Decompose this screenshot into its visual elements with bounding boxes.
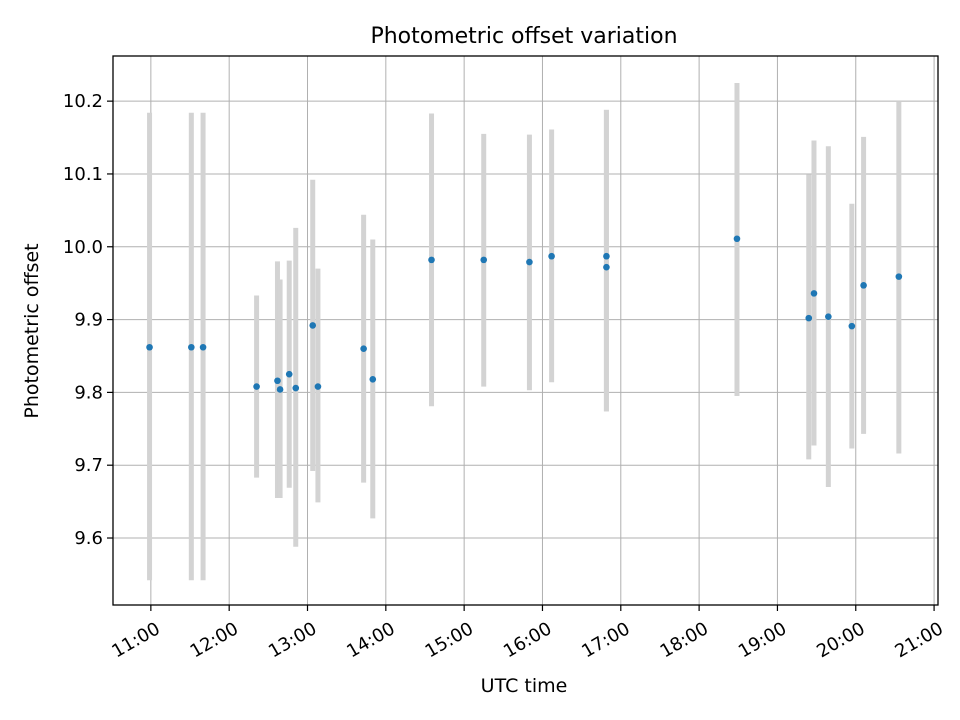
data-point: [314, 383, 322, 390]
data-point: [253, 383, 260, 390]
grid: [113, 56, 938, 605]
data-point: [860, 282, 867, 289]
y-tick-label: 9.7: [74, 455, 103, 476]
y-tick-label: 10.2: [63, 91, 103, 112]
data-point: [188, 343, 195, 351]
data-point: [603, 263, 610, 271]
y-tick-label: 10.1: [63, 164, 103, 185]
data-point: [199, 343, 207, 351]
plot-frame: [112, 55, 939, 606]
data-point: [360, 345, 367, 353]
data-point: [825, 313, 832, 320]
data-point: [146, 343, 153, 351]
data-point: [805, 314, 813, 322]
data-point: [309, 322, 317, 329]
y-axis-label: Photometric offset: [21, 243, 43, 418]
data-point: [285, 370, 293, 378]
data-point: [292, 384, 300, 392]
data-point: [810, 290, 818, 297]
data-point: [548, 252, 555, 260]
y-axis-ticks: 9.6 9.7 9.8 9.9 10.0 10.1 10.2: [63, 91, 113, 549]
data-point: [526, 258, 533, 266]
data-point: [274, 377, 281, 385]
chart-title: Photometric offset variation: [370, 24, 677, 49]
data-point: [428, 256, 435, 264]
data-points: [146, 235, 903, 393]
data-point: [895, 273, 903, 280]
x-axis-label: UTC time: [481, 675, 568, 697]
data-point: [369, 375, 377, 383]
data-point: [480, 256, 488, 264]
data-point: [276, 386, 284, 393]
y-tick-label: 9.9: [74, 310, 103, 331]
y-tick-label: 10.0: [63, 237, 103, 258]
data-point: [603, 252, 610, 260]
y-tick-label: 9.6: [74, 528, 103, 549]
data-point: [733, 235, 741, 243]
data-point: [848, 322, 856, 330]
y-tick-label: 9.8: [74, 382, 103, 403]
